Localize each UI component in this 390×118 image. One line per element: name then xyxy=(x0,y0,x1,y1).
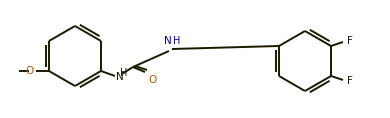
Text: F: F xyxy=(347,36,353,46)
Text: F: F xyxy=(347,76,353,86)
Text: N: N xyxy=(164,36,172,46)
Text: O: O xyxy=(148,75,156,85)
Text: O: O xyxy=(26,66,34,76)
Text: H: H xyxy=(121,69,128,78)
Text: H: H xyxy=(173,36,180,46)
Text: N: N xyxy=(116,72,124,82)
